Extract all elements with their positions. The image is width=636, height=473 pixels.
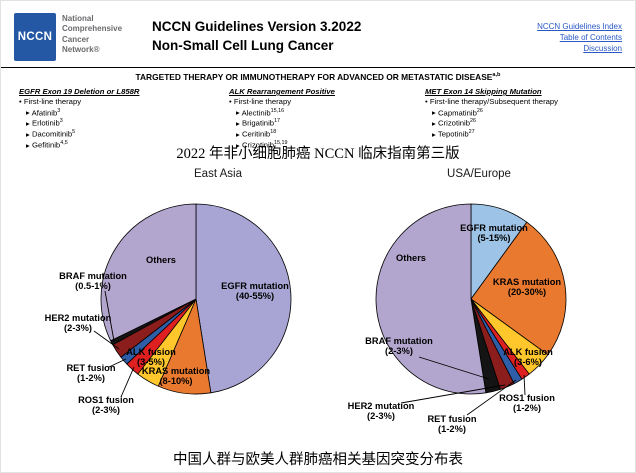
pie-slice-label-egfr-mutation: EGFR mutation (40-55%) [221,281,289,301]
pie-slice-others [100,203,197,342]
guidelines-version-title: NCCN Guidelines Version 3.2022 [152,19,362,34]
pie-slice-label-kras-mutation: KRAS mutation (8-10%) [142,366,210,386]
drug-item: Ceritinib18 [236,128,421,139]
pie-slice-egfr-mutation [195,203,292,394]
met-drug-list: Capmatinib26 Crizotinib26 Tepotinib27 [425,107,631,140]
drug-item: Brigatinib17 [236,117,421,128]
drug-item: Afatinib3 [26,107,219,118]
pie-slice-label-ret-fusion: RET fusion (1-2%) [427,414,476,434]
label-leader-line [523,374,526,396]
label-leader-line [93,330,120,350]
chart-title: USA/Europe [447,168,511,180]
pie-chart-east-asia: EGFR mutation (40-55%) KRAS mutation (8-10%… [45,168,292,415]
drug-item: Gefitinib4,5 [26,139,219,150]
pie-slice-label-ros1-fusion: ROS1 fusion (1-2%) [499,393,555,413]
pie-slice-label-alk-fusion: ALK fusion (3-6%) [503,347,553,367]
org-line: Cancer [62,34,90,44]
drug-item: Crizotinib26 [432,117,631,128]
pie-slice-label-kras-mutation: KRAS mutation (20-30%) [493,277,561,297]
chart-title: East Asia [194,168,243,180]
nccn-org-name: National Comprehensive Cancer Network® [62,14,122,56]
header-divider [1,67,635,68]
egfr-drug-list: Afatinib3 Erlotinib3 Dacomitinib5 Gefiti… [19,107,219,150]
page-title: NCCN Guidelines Version 3.2022 Non-Small… [152,18,361,55]
alk-column-heading: ALK Rearrangement Positive [229,87,335,96]
pie-slice-label-ros1-fusion: ROS1 fusion (2-3%) [78,395,134,415]
label-leader-line [120,366,135,398]
pie-slice-label-her2-mutation: HER2 mutation (2-3%) [45,313,112,333]
link-nccn-guidelines-index[interactable]: NCCN Guidelines Index [537,22,622,31]
drug-item: Alectinib15,16 [236,107,421,118]
caption-distribution-cn: 中国人群与欧美人群肺癌相关基因突变分布表 [173,452,463,468]
org-line: Network® [62,45,100,55]
label-leader-line [108,358,127,368]
label-leader-line [104,290,115,342]
label-leader-line [466,379,517,416]
pie-slice-label-others: Others [396,253,426,263]
therapy-column-met: MET Exon 14 Skipping Mutation First-line… [425,87,631,139]
drug-item: Tepotinib27 [432,128,631,139]
pie-slice-label-her2-mutation: HER2 mutation (2-3%) [348,401,415,421]
pie-slice-kras-mutation [470,221,567,356]
label-leader-line [418,356,490,380]
org-line: Comprehensive [62,24,123,34]
egfr-column-heading: EGFR Exon 19 Deletion or L858R [19,87,140,96]
pie-slice-label-alk-fusion: ALK fusion (3-5%) [126,347,176,367]
link-discussion[interactable]: Discussion [583,44,622,53]
drug-item: Crizotinib15,19 [236,139,421,150]
org-line: National [62,14,94,23]
pie-slice-label-egfr-mutation: EGFR mutation (5-15%) [460,223,528,243]
section-title-text: TARGETED THERAPY OR IMMUNOTHERAPY FOR AD… [135,72,493,82]
pie-slice-label-braf-mutation: BRAF mutation (0.5-1%) [59,271,127,291]
egfr-firstline-label: First-line therapy [19,97,219,106]
pie-slice-others [375,203,487,395]
drug-item: Dacomitinib5 [26,128,219,139]
drug-item: Capmatinib26 [432,107,631,118]
guidelines-subject-title: Non-Small Cell Lung Cancer [152,37,334,53]
therapy-column-alk: ALK Rearrangement Positive First-line th… [229,87,421,150]
label-leader-line [400,384,506,404]
therapy-column-egfr: EGFR Exon 19 Deletion or L858R First-lin… [19,87,219,150]
pie-slice-label-braf-mutation: BRAF mutation (2-3%) [365,336,433,356]
drug-item: Erlotinib3 [26,117,219,128]
met-firstline-label: First-line therapy/Subsequent therapy [425,97,631,106]
alk-firstline-label: First-line therapy [229,97,421,106]
nccn-logo: NCCN [14,13,56,61]
header-links: NCCN Guidelines Index Table of Contents … [537,21,622,54]
pie-slice-label-ret-fusion: RET fusion (1-2%) [66,363,115,383]
met-column-heading: MET Exon 14 Skipping Mutation [425,87,542,96]
pie-slice-label-others: Others [146,255,176,265]
alk-drug-list: Alectinib15,16 Brigatinib17 Ceritinib18 … [229,107,421,150]
link-table-of-contents[interactable]: Table of Contents [559,33,622,42]
caption-guideline-cn: 2022 年非小细胞肺癌 NCCN 临床指南第三版 [176,146,460,162]
pie-chart-usa-europe: EGFR mutation (5-15%) KRAS mutation (20-30%… [348,168,567,434]
nccn-logo-text: NCCN [17,31,53,43]
section-title: TARGETED THERAPY OR IMMUNOTHERAPY FOR AD… [1,72,635,82]
section-footnote-marker: a,b [492,72,501,79]
